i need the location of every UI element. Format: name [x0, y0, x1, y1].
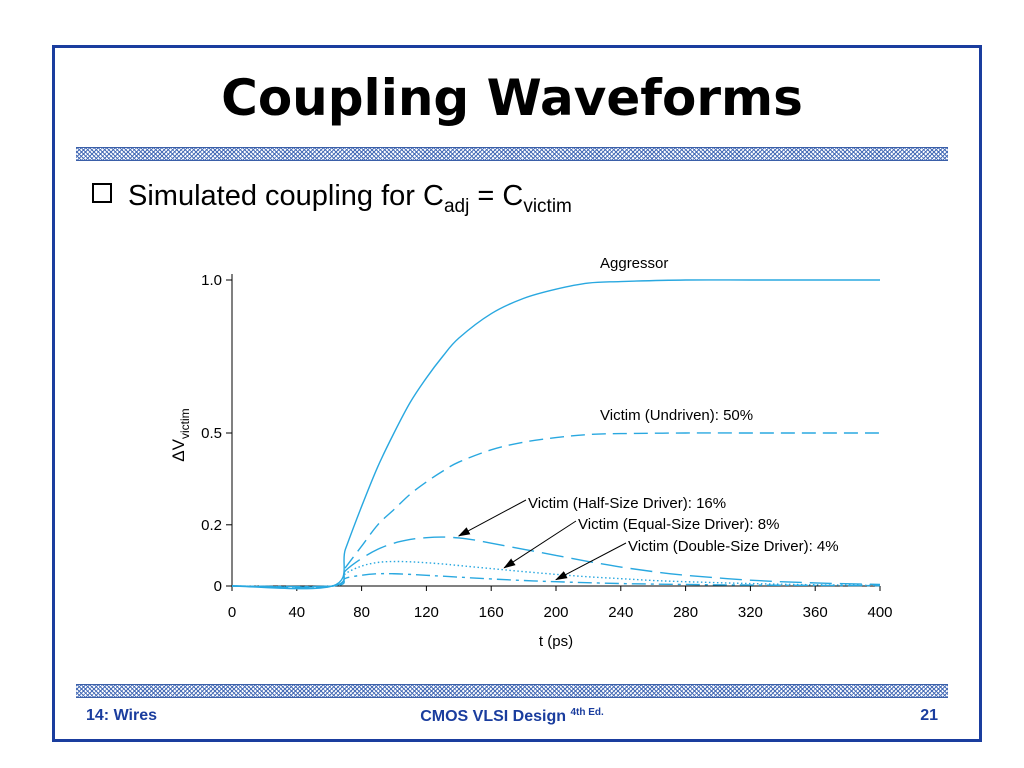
top-hatch-divider [76, 147, 948, 161]
y-axis-label: ΔVvictim [169, 408, 192, 461]
chart-series [231, 279, 881, 590]
bullet-point: Simulated coupling for Cadj = Cvictim [92, 180, 572, 218]
y-tick-label: 1.0 [201, 272, 222, 289]
x-tick-label: 320 [738, 604, 763, 621]
x-tick-label: 240 [608, 604, 633, 621]
x-tick-label: 120 [414, 604, 439, 621]
series-line-2 [231, 536, 881, 588]
annotation-arrow-2 [457, 499, 527, 537]
footer-course-name: CMOS VLSI Design [420, 708, 566, 725]
x-tick-label: 200 [543, 604, 568, 621]
x-tick-label: 360 [803, 604, 828, 621]
annotation-arrow-3 [503, 520, 577, 569]
x-tick-label: 400 [867, 604, 892, 621]
checkbox-bullet-icon [92, 183, 112, 203]
footer-page-number: 21 [920, 707, 938, 724]
series-line-1 [231, 432, 880, 589]
bullet-text-before: Simulated coupling for C [128, 180, 444, 212]
slide-title: Coupling Waveforms [221, 69, 803, 127]
series-annotation-1: Victim (Undriven): 50% [600, 407, 753, 424]
series-annotation-3: Victim (Equal-Size Driver): 8% [578, 516, 779, 533]
series-annotation-2: Victim (Half-Size Driver): 16% [528, 495, 726, 512]
bullet-text-mid: = C [469, 180, 524, 212]
x-tick-label: 160 [479, 604, 504, 621]
y-tick-label: 0 [214, 578, 222, 595]
y-axis-label-main: ΔV [169, 438, 188, 461]
x-tick-label: 0 [228, 604, 236, 621]
footer-chapter: 14: Wires [86, 707, 157, 724]
series-line-3 [231, 560, 881, 588]
slide-frame [52, 45, 982, 742]
y-tick-label: 0.2 [201, 517, 222, 534]
x-tick-label: 40 [288, 604, 305, 621]
x-tick-label: 280 [673, 604, 698, 621]
x-axis-label: t (ps) [539, 633, 573, 650]
bullet-subscript-adj: adj [443, 196, 470, 217]
bullet-subscript-victim: victim [523, 196, 572, 217]
x-tick-label: 80 [353, 604, 370, 621]
series-annotation-4: Victim (Double-Size Driver): 4% [628, 538, 839, 555]
series-line-4 [231, 572, 881, 588]
y-tick-label: 0.5 [201, 425, 222, 442]
series-annotation-0: Aggressor [600, 255, 668, 272]
footer-course-title: CMOS VLSI Design 4th Ed. [0, 707, 1024, 726]
chart-annotations: Aggressor Victim (Undriven): 50% Victim (H… [457, 255, 839, 581]
bottom-hatch-divider [76, 684, 948, 698]
series-line-0 [231, 279, 880, 590]
chart-axes: 0 40 80 120 160 200 240 280 320 360 400 0 0.2 0.5 1.0 [201, 272, 892, 621]
y-axis-label-sub: victim [178, 408, 192, 439]
annotation-arrow-4 [555, 542, 627, 581]
footer-edition: 4th Ed. [570, 707, 604, 718]
